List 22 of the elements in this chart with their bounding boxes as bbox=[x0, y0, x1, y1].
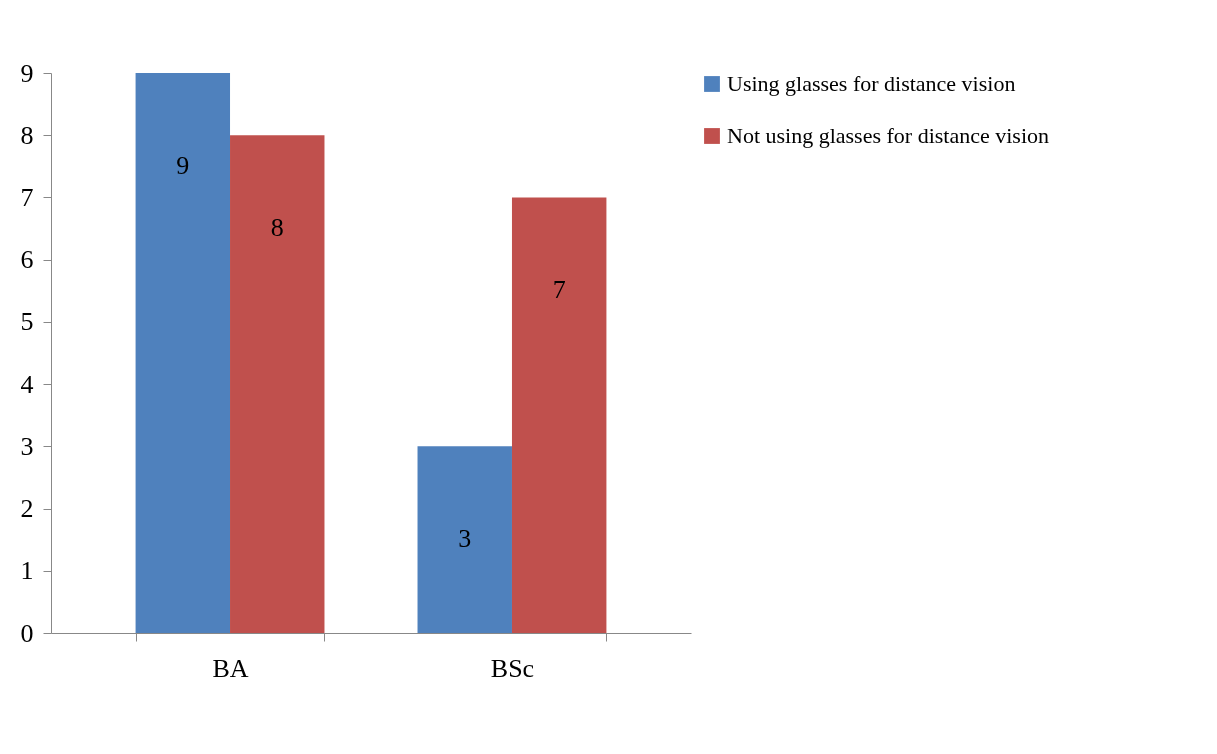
data-label: 7 bbox=[552, 275, 566, 305]
y-tick-label: 4 bbox=[20, 369, 34, 399]
y-tick-label: 6 bbox=[20, 245, 34, 275]
x-tick-label: BSc bbox=[490, 653, 535, 683]
y-tick-label: 0 bbox=[20, 618, 34, 648]
bar bbox=[135, 73, 231, 633]
x-tick-label: BA bbox=[212, 653, 249, 683]
y-tick-label: 8 bbox=[20, 120, 34, 150]
y-tick-label: 1 bbox=[20, 556, 34, 586]
y-tick-label: 7 bbox=[20, 182, 34, 212]
y-tick-label: 3 bbox=[20, 431, 34, 461]
data-label: 3 bbox=[458, 524, 472, 554]
bar bbox=[230, 135, 325, 633]
y-tick-label: 5 bbox=[20, 307, 34, 337]
bar bbox=[417, 446, 512, 633]
legend-label: Not using glasses for distance vision bbox=[727, 123, 1050, 148]
data-label: 9 bbox=[176, 151, 190, 180]
data-label: 8 bbox=[270, 213, 284, 243]
y-tick-label: 9 bbox=[20, 58, 34, 88]
bar bbox=[511, 197, 607, 633]
y-tick-label: 2 bbox=[20, 494, 34, 524]
legend-label: Using glasses for distance vision bbox=[727, 71, 1016, 96]
